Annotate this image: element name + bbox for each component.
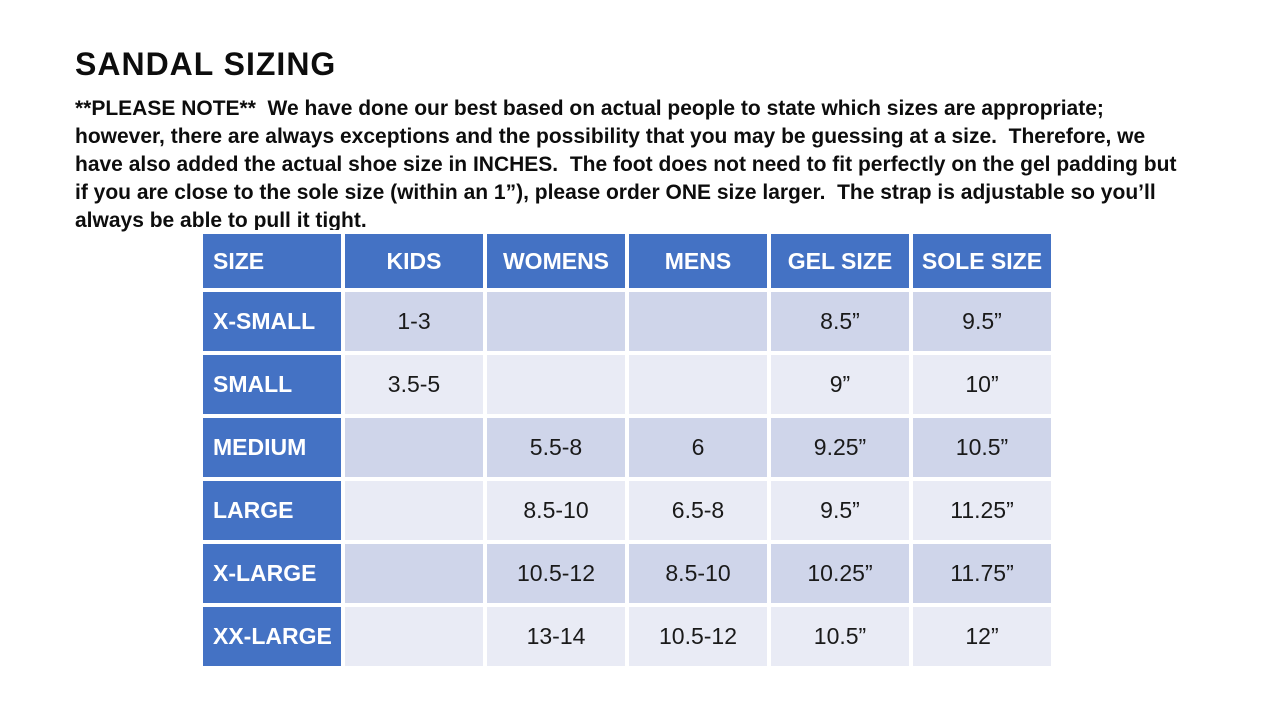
table-cell: 10.25” bbox=[767, 540, 913, 607]
row-header-cell: XX-LARGE bbox=[199, 603, 345, 670]
table-cell: 8.5-10 bbox=[625, 540, 771, 607]
table-cell: 8.5-10 bbox=[483, 477, 629, 544]
table-body: X-SMALL 1-3 8.5” 9.5” SMALL 3.5-5 9” 10” MEDIUM 5… bbox=[199, 288, 1055, 670]
table-cell bbox=[341, 540, 487, 607]
table-cell: 9.25” bbox=[767, 414, 913, 481]
table-cell: 10.5” bbox=[767, 603, 913, 670]
column-header-sole-size: SOLE SIZE bbox=[909, 230, 1055, 292]
table-cell bbox=[341, 477, 487, 544]
table-cell: 10.5-12 bbox=[483, 540, 629, 607]
sizing-table-container: SIZE KIDS WOMENS MENS GEL SIZE SOLE SIZE X-SM… bbox=[199, 230, 1055, 670]
table-cell bbox=[341, 603, 487, 670]
table-cell: 10.5-12 bbox=[625, 603, 771, 670]
table-cell: 9.5” bbox=[909, 288, 1055, 355]
table-cell: 5.5-8 bbox=[483, 414, 629, 481]
row-header-cell: X-SMALL bbox=[199, 288, 345, 355]
column-header-mens: MENS bbox=[625, 230, 771, 292]
column-header-size: SIZE bbox=[199, 230, 345, 292]
table-cell: 10.5” bbox=[909, 414, 1055, 481]
table-cell bbox=[341, 414, 487, 481]
table-header: SIZE KIDS WOMENS MENS GEL SIZE SOLE SIZE bbox=[199, 230, 1055, 292]
row-header-cell: LARGE bbox=[199, 477, 345, 544]
sizing-table: SIZE KIDS WOMENS MENS GEL SIZE SOLE SIZE X-SM… bbox=[199, 230, 1055, 670]
row-header-cell: MEDIUM bbox=[199, 414, 345, 481]
table-row: LARGE 8.5-10 6.5-8 9.5” 11.25” bbox=[199, 477, 1055, 544]
row-header-cell: X-LARGE bbox=[199, 540, 345, 607]
table-row: SMALL 3.5-5 9” 10” bbox=[199, 351, 1055, 418]
table-cell bbox=[483, 288, 629, 355]
table-cell: 9.5” bbox=[767, 477, 913, 544]
table-cell: 1-3 bbox=[341, 288, 487, 355]
page-title: SANDAL SIZING bbox=[75, 46, 337, 82]
table-cell: 13-14 bbox=[483, 603, 629, 670]
table-cell: 12” bbox=[909, 603, 1055, 670]
table-cell: 6 bbox=[625, 414, 771, 481]
table-cell bbox=[483, 351, 629, 418]
table-row: MEDIUM 5.5-8 6 9.25” 10.5” bbox=[199, 414, 1055, 481]
column-header-gel-size: GEL SIZE bbox=[767, 230, 913, 292]
table-row: XX-LARGE 13-14 10.5-12 10.5” 12” bbox=[199, 603, 1055, 670]
row-header-cell: SMALL bbox=[199, 351, 345, 418]
sizing-note: **PLEASE NOTE** We have done our best ba… bbox=[75, 97, 1183, 232]
table-cell: 3.5-5 bbox=[341, 351, 487, 418]
table-cell: 9” bbox=[767, 351, 913, 418]
header-row: SIZE KIDS WOMENS MENS GEL SIZE SOLE SIZE bbox=[199, 230, 1055, 292]
column-header-kids: KIDS bbox=[341, 230, 487, 292]
table-cell: 11.75” bbox=[909, 540, 1055, 607]
table-cell: 6.5-8 bbox=[625, 477, 771, 544]
table-cell: 10” bbox=[909, 351, 1055, 418]
table-row: X-SMALL 1-3 8.5” 9.5” bbox=[199, 288, 1055, 355]
column-header-womens: WOMENS bbox=[483, 230, 629, 292]
table-cell: 11.25” bbox=[909, 477, 1055, 544]
table-cell: 8.5” bbox=[767, 288, 913, 355]
table-cell bbox=[625, 288, 771, 355]
table-row: X-LARGE 10.5-12 8.5-10 10.25” 11.75” bbox=[199, 540, 1055, 607]
table-cell bbox=[625, 351, 771, 418]
